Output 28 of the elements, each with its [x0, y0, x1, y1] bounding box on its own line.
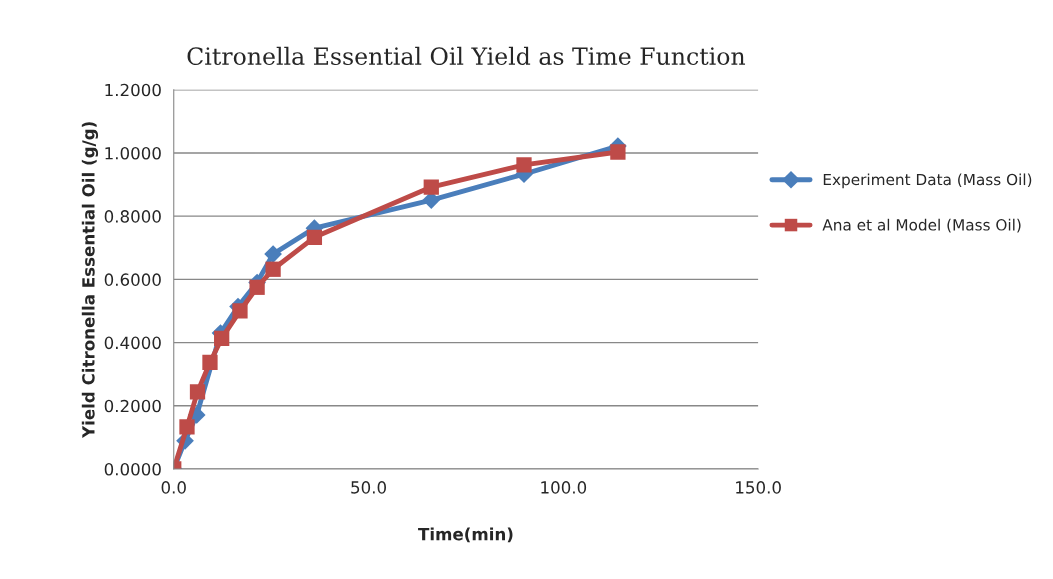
x-axis-title: Time(min) [418, 527, 513, 543]
chart-title: Citronella Essential Oil Yield as Time Function [187, 46, 746, 66]
x-tick-label: 0.0 [161, 481, 186, 494]
y-tick-label: 0.6000 [104, 273, 161, 286]
point [306, 229, 323, 245]
y-tick-label: 1.2000 [105, 83, 161, 97]
legend-label: Experiment Data (Mass Oil) [823, 173, 1032, 189]
y-tick-label: 1.0000 [105, 146, 161, 160]
legend-label: Ana et al Model (Mass Oil) [822, 218, 1021, 233]
point [610, 144, 626, 160]
point [232, 303, 248, 319]
point [516, 157, 532, 173]
point [249, 279, 265, 295]
point [214, 330, 230, 347]
x-tick-label: 50.0 [351, 481, 386, 494]
y-tick-label: 0.8000 [104, 210, 161, 223]
y-tick-label: 0.0000 [104, 462, 161, 476]
point [179, 419, 195, 435]
x-tick-label: 100.0 [541, 481, 587, 494]
x-tick-label: 150.0 [736, 481, 781, 494]
point [265, 261, 281, 277]
point [423, 179, 439, 195]
point [202, 354, 218, 371]
y-tick-label: 0.4000 [104, 336, 161, 350]
point [264, 245, 282, 263]
point [189, 384, 206, 400]
y-tick-label: 0.2000 [104, 399, 161, 413]
y-axis-title: Yield Citronella Essential Oil (g/g) [81, 122, 99, 439]
